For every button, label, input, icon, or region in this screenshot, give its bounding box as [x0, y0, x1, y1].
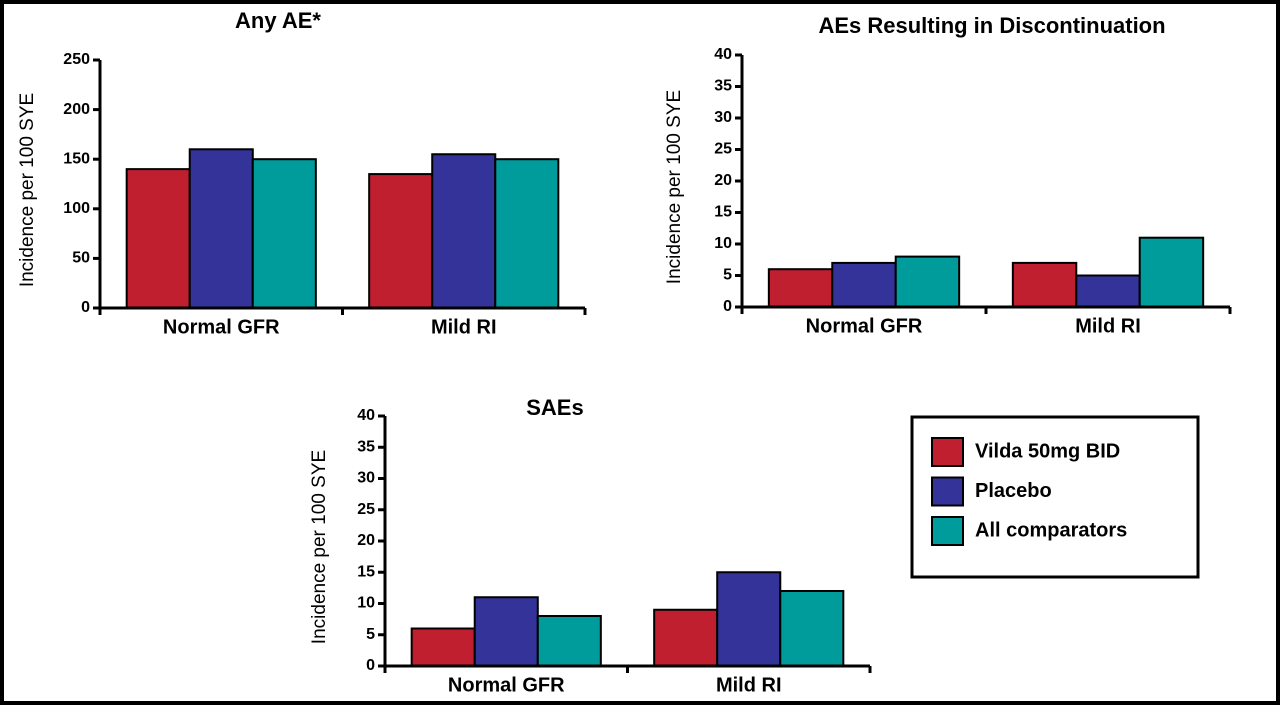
bar: [653, 608, 719, 667]
bar: [410, 627, 476, 667]
y-tick-label: 35: [714, 78, 732, 95]
y-tick-label: 15: [714, 204, 732, 221]
y-tick-label: 5: [723, 267, 732, 284]
legend-label: Vilda 50mg BID: [975, 440, 1120, 462]
x-tick-label: Mild RI: [1075, 315, 1141, 337]
bar: [494, 158, 560, 309]
y-axis-label: Incidence per 100 SYE: [664, 90, 685, 284]
legend-swatch: [931, 437, 964, 467]
legend-swatch: [931, 476, 964, 507]
y-tick-label: 25: [357, 501, 375, 518]
chart-title: AEs Resulting in Discontinuation: [818, 13, 1165, 38]
chart-title: SAEs: [526, 395, 583, 420]
y-tick-label: 10: [357, 595, 375, 612]
x-tick-label: Mild RI: [716, 674, 782, 696]
bar: [473, 596, 539, 667]
y-axis-label: Incidence per 100 SYE: [17, 93, 38, 287]
y-tick-label: 5: [366, 626, 375, 643]
y-tick-label: 10: [714, 235, 732, 252]
y-tick-label: 30: [357, 470, 375, 487]
bar: [1138, 236, 1205, 308]
y-tick-label: 25: [714, 141, 732, 158]
y-tick-label: 40: [714, 46, 732, 63]
y-tick-label: 200: [63, 101, 90, 118]
y-axis-label: Incidence per 100 SYE: [309, 450, 330, 644]
y-tick-label: 15: [357, 563, 375, 580]
y-tick-label: 30: [714, 109, 732, 126]
x-tick-label: Normal GFR: [806, 315, 923, 337]
bar: [1075, 274, 1141, 308]
y-tick-label: 100: [63, 200, 90, 217]
bar: [536, 615, 602, 667]
x-tick-label: Normal GFR: [448, 674, 565, 696]
y-tick-label: 0: [81, 299, 90, 316]
y-tick-label: 20: [714, 172, 732, 189]
y-tick-label: 50: [72, 250, 90, 267]
bar: [368, 173, 434, 309]
bar: [894, 255, 961, 309]
legend-label: All comparators: [975, 519, 1127, 541]
y-tick-label: 40: [357, 407, 375, 424]
x-tick-label: Mild RI: [431, 316, 497, 338]
x-tick-label: Normal GFR: [163, 316, 280, 338]
bar: [125, 168, 191, 309]
bar: [831, 261, 897, 308]
y-tick-label: 20: [357, 532, 375, 549]
chart-title: Any AE*: [235, 8, 321, 33]
y-tick-label: 0: [723, 298, 732, 315]
bar: [779, 590, 845, 667]
y-tick-label: 35: [357, 438, 375, 455]
legend-swatch: [931, 516, 964, 546]
y-tick-label: 150: [63, 150, 90, 167]
bar: [716, 571, 782, 667]
bar: [767, 268, 834, 309]
y-tick-label: 250: [63, 51, 90, 68]
legend-label: Placebo: [975, 480, 1052, 502]
bar: [1011, 261, 1078, 308]
bar: [188, 148, 254, 309]
bar: [251, 158, 317, 309]
y-tick-label: 0: [366, 657, 375, 674]
bar: [431, 153, 497, 309]
